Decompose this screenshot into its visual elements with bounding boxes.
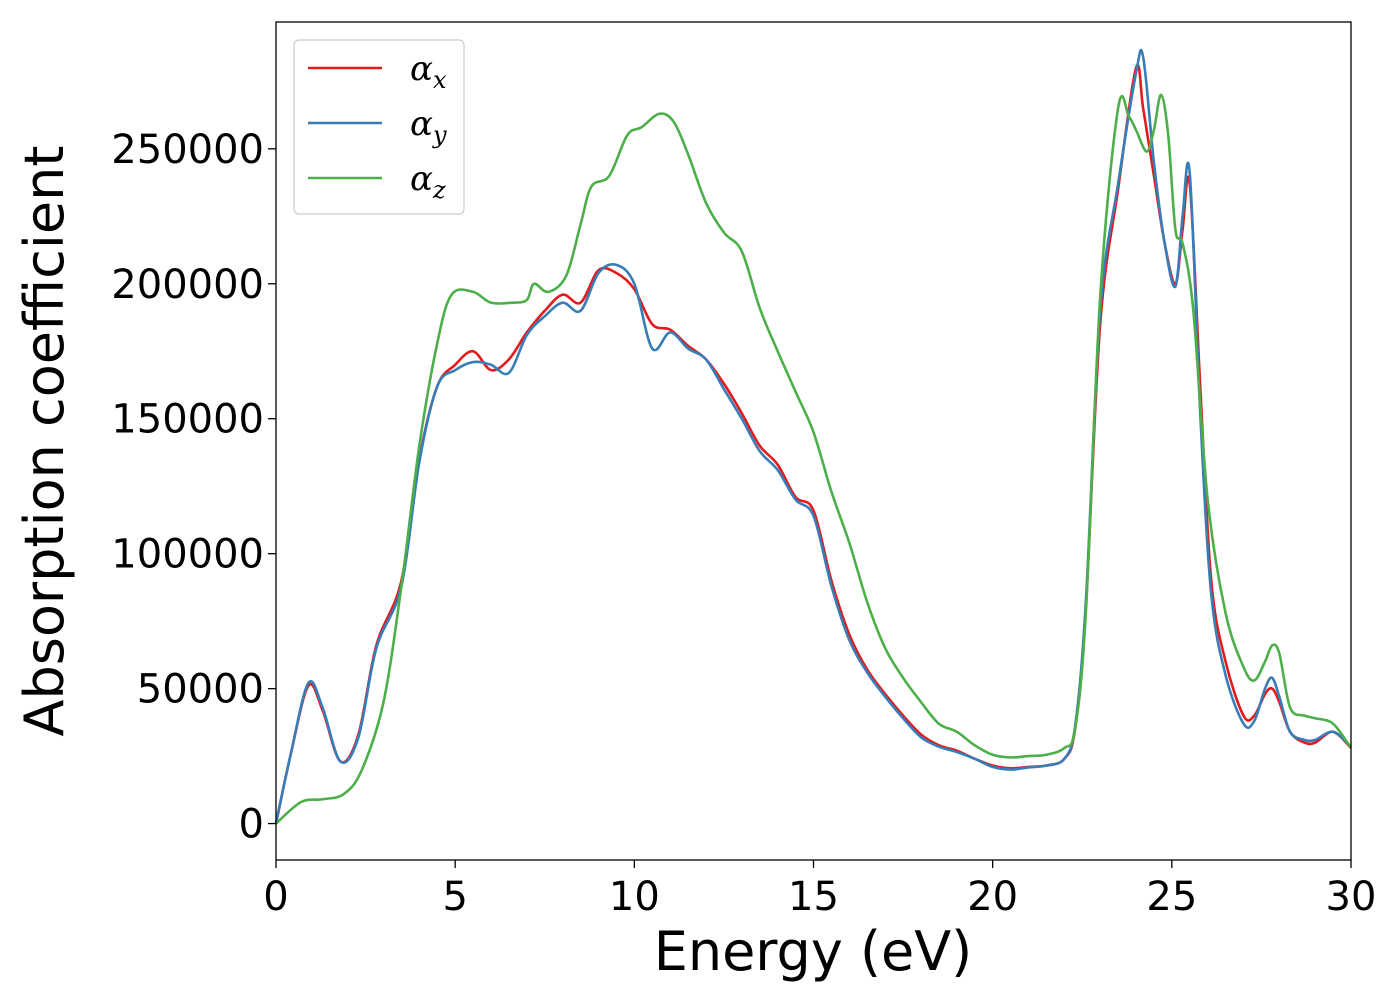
x-tick-label: 5 bbox=[442, 874, 467, 920]
y-tick-label: 100000 bbox=[111, 532, 264, 578]
y-tick-label: 150000 bbox=[111, 397, 264, 443]
series-line-z bbox=[275, 93, 1353, 825]
legend-label-x: αx bbox=[410, 49, 447, 94]
x-tick-label: 30 bbox=[1326, 874, 1377, 920]
legend: αx αy αz bbox=[293, 39, 465, 215]
x-axis: 0 5 10 15 20 25 30 bbox=[263, 860, 1376, 920]
y-tick-label: 250000 bbox=[111, 127, 264, 173]
x-tick-label: 0 bbox=[263, 874, 288, 920]
x-tick-label: 10 bbox=[609, 874, 660, 920]
legend-label-y: αy bbox=[410, 104, 447, 149]
series-line-y bbox=[274, 48, 1352, 824]
y-tick-label: 50000 bbox=[137, 667, 264, 713]
y-axis-label: Absorption coefficient bbox=[13, 146, 76, 737]
y-axis: 0 50000 100000 150000 200000 250000 bbox=[111, 127, 276, 848]
x-tick-label: 15 bbox=[788, 874, 839, 920]
x-tick-label: 20 bbox=[967, 874, 1018, 920]
legend-box bbox=[293, 39, 465, 215]
x-tick-label: 25 bbox=[1146, 874, 1197, 920]
y-tick-label: 0 bbox=[239, 802, 264, 848]
legend-label-z: αz bbox=[410, 159, 446, 204]
plot-area bbox=[274, 48, 1353, 825]
y-tick-label: 200000 bbox=[111, 262, 264, 308]
x-axis-label: Energy (eV) bbox=[654, 920, 973, 983]
